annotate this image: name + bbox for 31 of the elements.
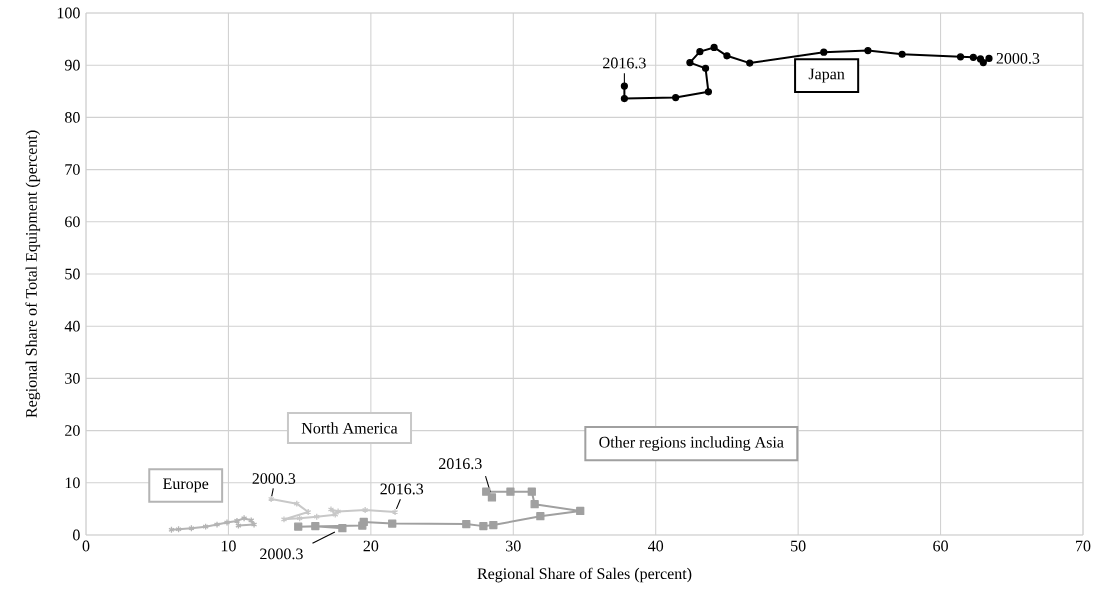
x-tick-label: 10 [221,540,236,552]
x-tick-label: 0 [82,540,90,552]
annotation: 2016.3 [439,458,482,470]
y-tick-label: 10 [65,477,80,489]
x-tick-label: 30 [506,540,521,552]
x-tick-label: 50 [791,540,806,552]
y-tick-label: 30 [65,373,80,384]
y-tick-label: 80 [65,112,80,123]
text: North America [301,422,398,434]
x-tick-label: 40 [648,540,664,552]
series-label: Japan [808,68,845,83]
x-tick-label: 20 [363,540,379,552]
y-tick-label: 20 [65,425,80,436]
annotation: 2000.3 [252,473,296,485]
annotation: 2016.3 [380,483,424,495]
series-label: Europe [163,478,209,493]
y-tick-label: 70 [65,164,80,175]
x-tick-label: 70 [1076,540,1091,552]
y-tick-label: 100 [57,7,80,19]
y-tick-label: 90 [64,59,80,71]
annotation: 2000.3 [996,52,1040,64]
y-axis-title: Regional Share of Total Equipment (percent) [25,130,41,418]
x-axis-title: Regional Share of Sales (percent) [477,567,692,583]
annotation: 2000.3 [260,548,303,560]
y-tick-label: 40 [64,320,80,332]
annotation: 2016.3 [603,57,646,69]
text: Other regions including Asia [599,436,784,451]
x-tick-label: 60 [933,540,948,552]
y-tick-label: 0 [73,529,80,541]
y-tick-label: 50 [65,268,80,280]
y-tick-label: 60 [65,216,80,228]
